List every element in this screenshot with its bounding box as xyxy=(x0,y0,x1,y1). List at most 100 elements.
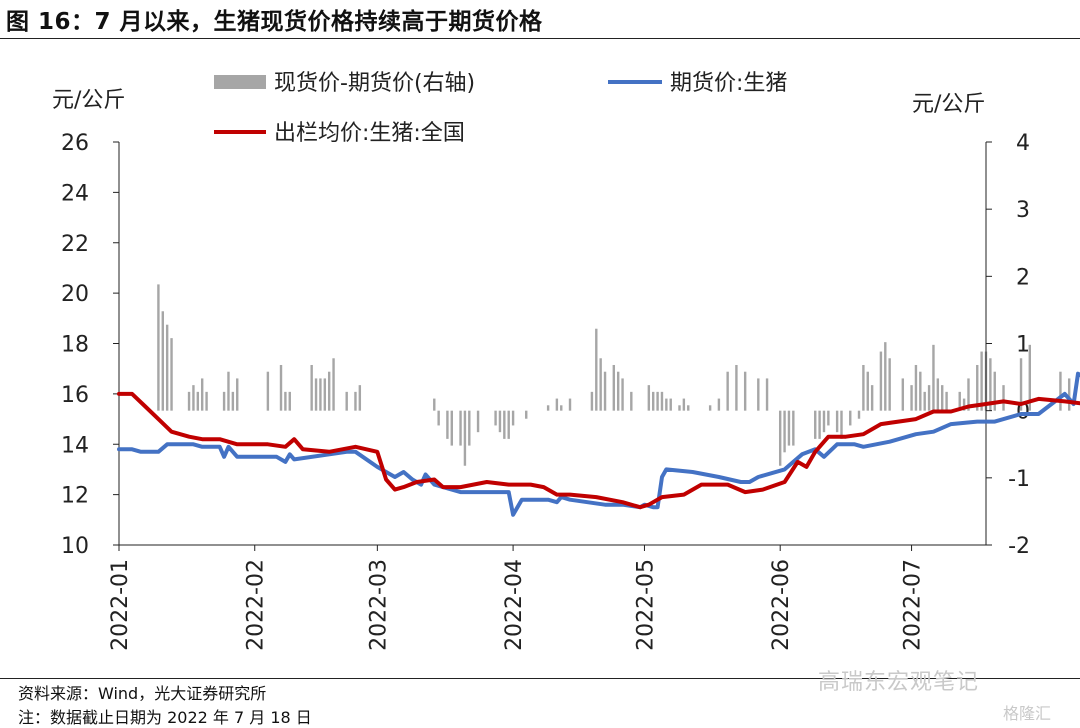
right-tick-label: 2 xyxy=(1016,265,1030,290)
spread-bar xyxy=(835,410,839,433)
spread-bar xyxy=(936,378,940,411)
figure-title: 图 16：7 月以来，生猪现货价格持续高于期货价格 xyxy=(6,9,543,35)
left-tick-label: 16 xyxy=(61,383,89,408)
left-tick-label: 10 xyxy=(61,534,89,559)
right-tick-label: -1 xyxy=(1008,467,1030,492)
spread-bar xyxy=(222,391,226,411)
spread-bar xyxy=(595,328,598,411)
spread-bar xyxy=(599,358,602,411)
spread-bar xyxy=(708,405,712,411)
spread-bar xyxy=(503,410,506,439)
spread-bar xyxy=(630,391,633,411)
spread-bar xyxy=(266,371,270,411)
spread-bar xyxy=(993,371,996,411)
legend-bar-swatch xyxy=(214,75,266,89)
spread-bar xyxy=(192,385,195,411)
spread-bar xyxy=(652,391,655,411)
spread-bar xyxy=(910,385,913,411)
spread-bar xyxy=(319,378,322,411)
spread-bar xyxy=(284,391,287,411)
spread-bar xyxy=(857,410,861,419)
spread-bar xyxy=(568,398,572,411)
spread-bar xyxy=(866,371,869,411)
spread-bar xyxy=(463,410,467,466)
right-tick-label: -2 xyxy=(1008,534,1030,559)
spread-bar xyxy=(1059,371,1062,411)
spread-bar xyxy=(196,391,200,411)
spread-bar xyxy=(735,364,738,411)
spread-bar xyxy=(941,385,944,411)
x-tick-label: 2022-02 xyxy=(244,559,269,651)
x-tick-label: 2022-03 xyxy=(366,559,391,651)
spread-bar xyxy=(205,391,208,411)
spread-bar xyxy=(161,311,164,411)
spread-bar xyxy=(288,391,291,411)
spread-bar xyxy=(958,391,961,411)
spread-bar xyxy=(560,405,563,411)
x-tick-label: 2022-05 xyxy=(633,559,658,651)
spread-bar xyxy=(157,284,160,411)
footer-divider xyxy=(0,678,1080,679)
spread-bar xyxy=(1067,378,1071,411)
legend-futures-label: 期货价:生猪 xyxy=(670,71,787,96)
x-tick-label: 2022-04 xyxy=(502,559,527,651)
spread-bar xyxy=(778,410,782,466)
spread-bar xyxy=(476,410,480,433)
spread-bar xyxy=(879,351,883,411)
left-tick-label: 18 xyxy=(61,333,89,358)
spread-bar xyxy=(511,410,515,426)
spread-bar xyxy=(726,371,729,411)
spread-bar xyxy=(354,391,357,411)
spread-bar xyxy=(665,398,668,411)
spread-bar xyxy=(901,378,905,411)
spread-bar xyxy=(967,378,970,411)
left-tick-label: 20 xyxy=(61,282,89,307)
left-tick-label: 26 xyxy=(61,131,89,156)
spread-bar xyxy=(660,391,664,411)
spread-bar xyxy=(621,378,624,411)
spread-bar xyxy=(1019,358,1023,411)
spread-bar xyxy=(945,391,948,411)
spread-bar xyxy=(927,385,931,411)
spread-bar xyxy=(787,410,791,446)
spread-bar xyxy=(647,385,651,411)
spread-bar xyxy=(827,410,830,426)
spread-bar xyxy=(507,410,510,439)
spread-bar xyxy=(459,410,462,446)
spread-bar xyxy=(187,391,191,411)
spread-bar xyxy=(236,378,239,411)
spread-bar xyxy=(468,410,471,446)
spread-bar xyxy=(849,410,852,426)
spread-bar xyxy=(678,405,681,411)
spread-bar xyxy=(980,351,983,411)
source-note: 资料来源：Wind，光大证券研究所 xyxy=(18,684,267,703)
spread-bar xyxy=(870,385,874,411)
watermark: 高瑞东宏观笔记 xyxy=(818,670,980,695)
spread-bar xyxy=(603,371,607,411)
left-tick-label: 14 xyxy=(61,433,89,458)
watermark-brand: 格隆汇 xyxy=(1003,704,1052,723)
left-tick-label: 12 xyxy=(61,484,89,509)
spread-bar xyxy=(783,410,786,453)
right-tick-label: 1 xyxy=(1016,333,1030,358)
spread-bar xyxy=(818,410,821,439)
spread-bar xyxy=(227,371,230,411)
spread-bar xyxy=(888,358,891,411)
left-tick-label: 22 xyxy=(61,232,89,257)
spread-bar xyxy=(231,391,235,411)
spread-bar xyxy=(923,391,926,411)
spot-price-line xyxy=(117,391,1080,510)
spread-bar xyxy=(862,364,865,411)
x-tick-label: 2022-06 xyxy=(769,559,794,651)
spread-bar xyxy=(555,398,559,411)
spread-bar xyxy=(669,398,672,411)
spread-bar xyxy=(546,405,550,411)
spread-bar xyxy=(717,398,721,411)
right-tick-label: 4 xyxy=(1016,131,1030,156)
spread-bar xyxy=(743,371,747,411)
title-divider xyxy=(0,38,1080,39)
spread-bar xyxy=(310,364,313,411)
